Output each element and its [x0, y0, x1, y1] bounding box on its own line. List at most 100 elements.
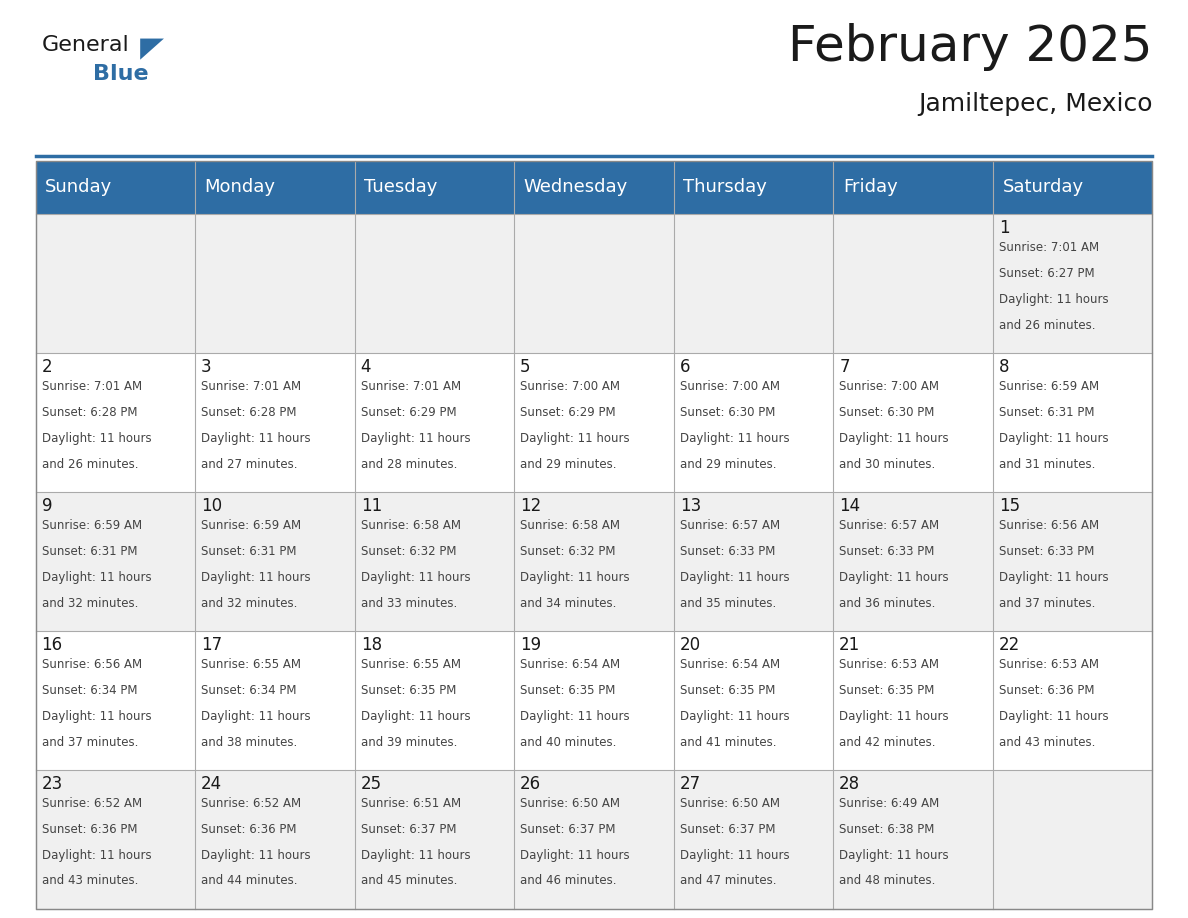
Text: and 31 minutes.: and 31 minutes.	[999, 457, 1095, 471]
Text: Sunset: 6:29 PM: Sunset: 6:29 PM	[361, 406, 456, 420]
Text: Sunset: 6:35 PM: Sunset: 6:35 PM	[520, 684, 615, 697]
Text: and 37 minutes.: and 37 minutes.	[999, 597, 1095, 610]
Text: Daylight: 11 hours: Daylight: 11 hours	[201, 431, 311, 445]
Text: Daylight: 11 hours: Daylight: 11 hours	[201, 710, 311, 722]
Text: Sunrise: 6:49 AM: Sunrise: 6:49 AM	[839, 798, 940, 811]
FancyBboxPatch shape	[36, 770, 1152, 909]
Text: Sunset: 6:32 PM: Sunset: 6:32 PM	[361, 545, 456, 558]
Text: 1: 1	[999, 219, 1010, 238]
FancyBboxPatch shape	[36, 353, 1152, 492]
FancyBboxPatch shape	[36, 631, 1152, 770]
Text: and 43 minutes.: and 43 minutes.	[42, 875, 138, 888]
Text: Sunrise: 6:52 AM: Sunrise: 6:52 AM	[201, 798, 302, 811]
Text: Sunrise: 6:53 AM: Sunrise: 6:53 AM	[839, 658, 940, 671]
FancyBboxPatch shape	[674, 161, 833, 214]
Text: Sunrise: 7:01 AM: Sunrise: 7:01 AM	[999, 241, 1099, 254]
Text: Tuesday: Tuesday	[365, 178, 437, 196]
Text: 21: 21	[839, 636, 860, 655]
Text: and 36 minutes.: and 36 minutes.	[839, 597, 936, 610]
Text: 5: 5	[520, 358, 531, 376]
Text: and 28 minutes.: and 28 minutes.	[361, 457, 457, 471]
Text: and 35 minutes.: and 35 minutes.	[680, 597, 776, 610]
Text: 15: 15	[999, 498, 1019, 515]
Text: Sunrise: 7:00 AM: Sunrise: 7:00 AM	[839, 380, 940, 394]
Text: Sunrise: 7:01 AM: Sunrise: 7:01 AM	[42, 380, 141, 394]
Text: Wednesday: Wednesday	[524, 178, 628, 196]
FancyBboxPatch shape	[355, 161, 514, 214]
Text: 9: 9	[42, 498, 52, 515]
Text: and 44 minutes.: and 44 minutes.	[201, 875, 298, 888]
Text: 12: 12	[520, 498, 542, 515]
Text: Daylight: 11 hours: Daylight: 11 hours	[42, 571, 151, 584]
Text: Sunrise: 7:01 AM: Sunrise: 7:01 AM	[361, 380, 461, 394]
Text: Sunrise: 7:00 AM: Sunrise: 7:00 AM	[680, 380, 779, 394]
Text: 8: 8	[999, 358, 1010, 376]
Text: 10: 10	[201, 498, 222, 515]
Text: Sunrise: 6:59 AM: Sunrise: 6:59 AM	[201, 520, 302, 532]
Text: Daylight: 11 hours: Daylight: 11 hours	[520, 710, 630, 722]
Text: and 48 minutes.: and 48 minutes.	[839, 875, 936, 888]
Text: Daylight: 11 hours: Daylight: 11 hours	[201, 571, 311, 584]
Text: Daylight: 11 hours: Daylight: 11 hours	[839, 849, 949, 862]
Text: Sunset: 6:31 PM: Sunset: 6:31 PM	[201, 545, 297, 558]
Text: Daylight: 11 hours: Daylight: 11 hours	[680, 710, 789, 722]
FancyBboxPatch shape	[36, 214, 1152, 353]
Text: 17: 17	[201, 636, 222, 655]
Text: and 42 minutes.: and 42 minutes.	[839, 735, 936, 748]
Text: Sunset: 6:32 PM: Sunset: 6:32 PM	[520, 545, 615, 558]
Text: 20: 20	[680, 636, 701, 655]
Text: Sunrise: 6:52 AM: Sunrise: 6:52 AM	[42, 798, 141, 811]
Text: Daylight: 11 hours: Daylight: 11 hours	[680, 849, 789, 862]
Text: Sunrise: 6:50 AM: Sunrise: 6:50 AM	[520, 798, 620, 811]
Text: Sunset: 6:36 PM: Sunset: 6:36 PM	[999, 684, 1094, 697]
FancyBboxPatch shape	[993, 161, 1152, 214]
Text: Sunrise: 6:51 AM: Sunrise: 6:51 AM	[361, 798, 461, 811]
Text: Sunrise: 6:55 AM: Sunrise: 6:55 AM	[361, 658, 461, 671]
Text: 18: 18	[361, 636, 381, 655]
Text: Daylight: 11 hours: Daylight: 11 hours	[839, 431, 949, 445]
Text: 3: 3	[201, 358, 211, 376]
Text: Daylight: 11 hours: Daylight: 11 hours	[42, 849, 151, 862]
Text: Sunset: 6:27 PM: Sunset: 6:27 PM	[999, 267, 1094, 280]
Text: Sunrise: 6:58 AM: Sunrise: 6:58 AM	[520, 520, 620, 532]
Text: and 37 minutes.: and 37 minutes.	[42, 735, 138, 748]
Text: and 29 minutes.: and 29 minutes.	[680, 457, 776, 471]
Text: Blue: Blue	[93, 64, 148, 84]
Text: Sunset: 6:28 PM: Sunset: 6:28 PM	[201, 406, 297, 420]
Text: Sunrise: 6:53 AM: Sunrise: 6:53 AM	[999, 658, 1099, 671]
Text: Daylight: 11 hours: Daylight: 11 hours	[680, 571, 789, 584]
Text: Daylight: 11 hours: Daylight: 11 hours	[520, 571, 630, 584]
Text: and 32 minutes.: and 32 minutes.	[201, 597, 297, 610]
Text: Sunset: 6:33 PM: Sunset: 6:33 PM	[680, 545, 775, 558]
Text: and 47 minutes.: and 47 minutes.	[680, 875, 776, 888]
Text: and 46 minutes.: and 46 minutes.	[520, 875, 617, 888]
Text: Daylight: 11 hours: Daylight: 11 hours	[839, 571, 949, 584]
Text: 16: 16	[42, 636, 63, 655]
Text: Friday: Friday	[842, 178, 898, 196]
Text: 23: 23	[42, 776, 63, 793]
Text: Sunrise: 7:01 AM: Sunrise: 7:01 AM	[201, 380, 302, 394]
Text: Daylight: 11 hours: Daylight: 11 hours	[42, 710, 151, 722]
Text: Sunset: 6:38 PM: Sunset: 6:38 PM	[839, 823, 935, 836]
Text: 28: 28	[839, 776, 860, 793]
Text: Daylight: 11 hours: Daylight: 11 hours	[999, 293, 1108, 306]
Text: 25: 25	[361, 776, 381, 793]
Text: Sunday: Sunday	[45, 178, 113, 196]
Text: Sunrise: 6:56 AM: Sunrise: 6:56 AM	[42, 658, 141, 671]
Text: Sunset: 6:34 PM: Sunset: 6:34 PM	[201, 684, 297, 697]
Text: 7: 7	[839, 358, 849, 376]
Text: Daylight: 11 hours: Daylight: 11 hours	[201, 849, 311, 862]
Text: General: General	[42, 35, 129, 55]
Text: 4: 4	[361, 358, 371, 376]
Text: 27: 27	[680, 776, 701, 793]
Text: Daylight: 11 hours: Daylight: 11 hours	[999, 710, 1108, 722]
Text: Sunset: 6:36 PM: Sunset: 6:36 PM	[42, 823, 137, 836]
Text: 13: 13	[680, 498, 701, 515]
Text: and 45 minutes.: and 45 minutes.	[361, 875, 457, 888]
Text: Sunset: 6:33 PM: Sunset: 6:33 PM	[999, 545, 1094, 558]
Text: and 40 minutes.: and 40 minutes.	[520, 735, 617, 748]
Text: Sunset: 6:30 PM: Sunset: 6:30 PM	[839, 406, 935, 420]
Polygon shape	[140, 39, 164, 60]
Text: and 27 minutes.: and 27 minutes.	[201, 457, 298, 471]
FancyBboxPatch shape	[36, 492, 1152, 631]
